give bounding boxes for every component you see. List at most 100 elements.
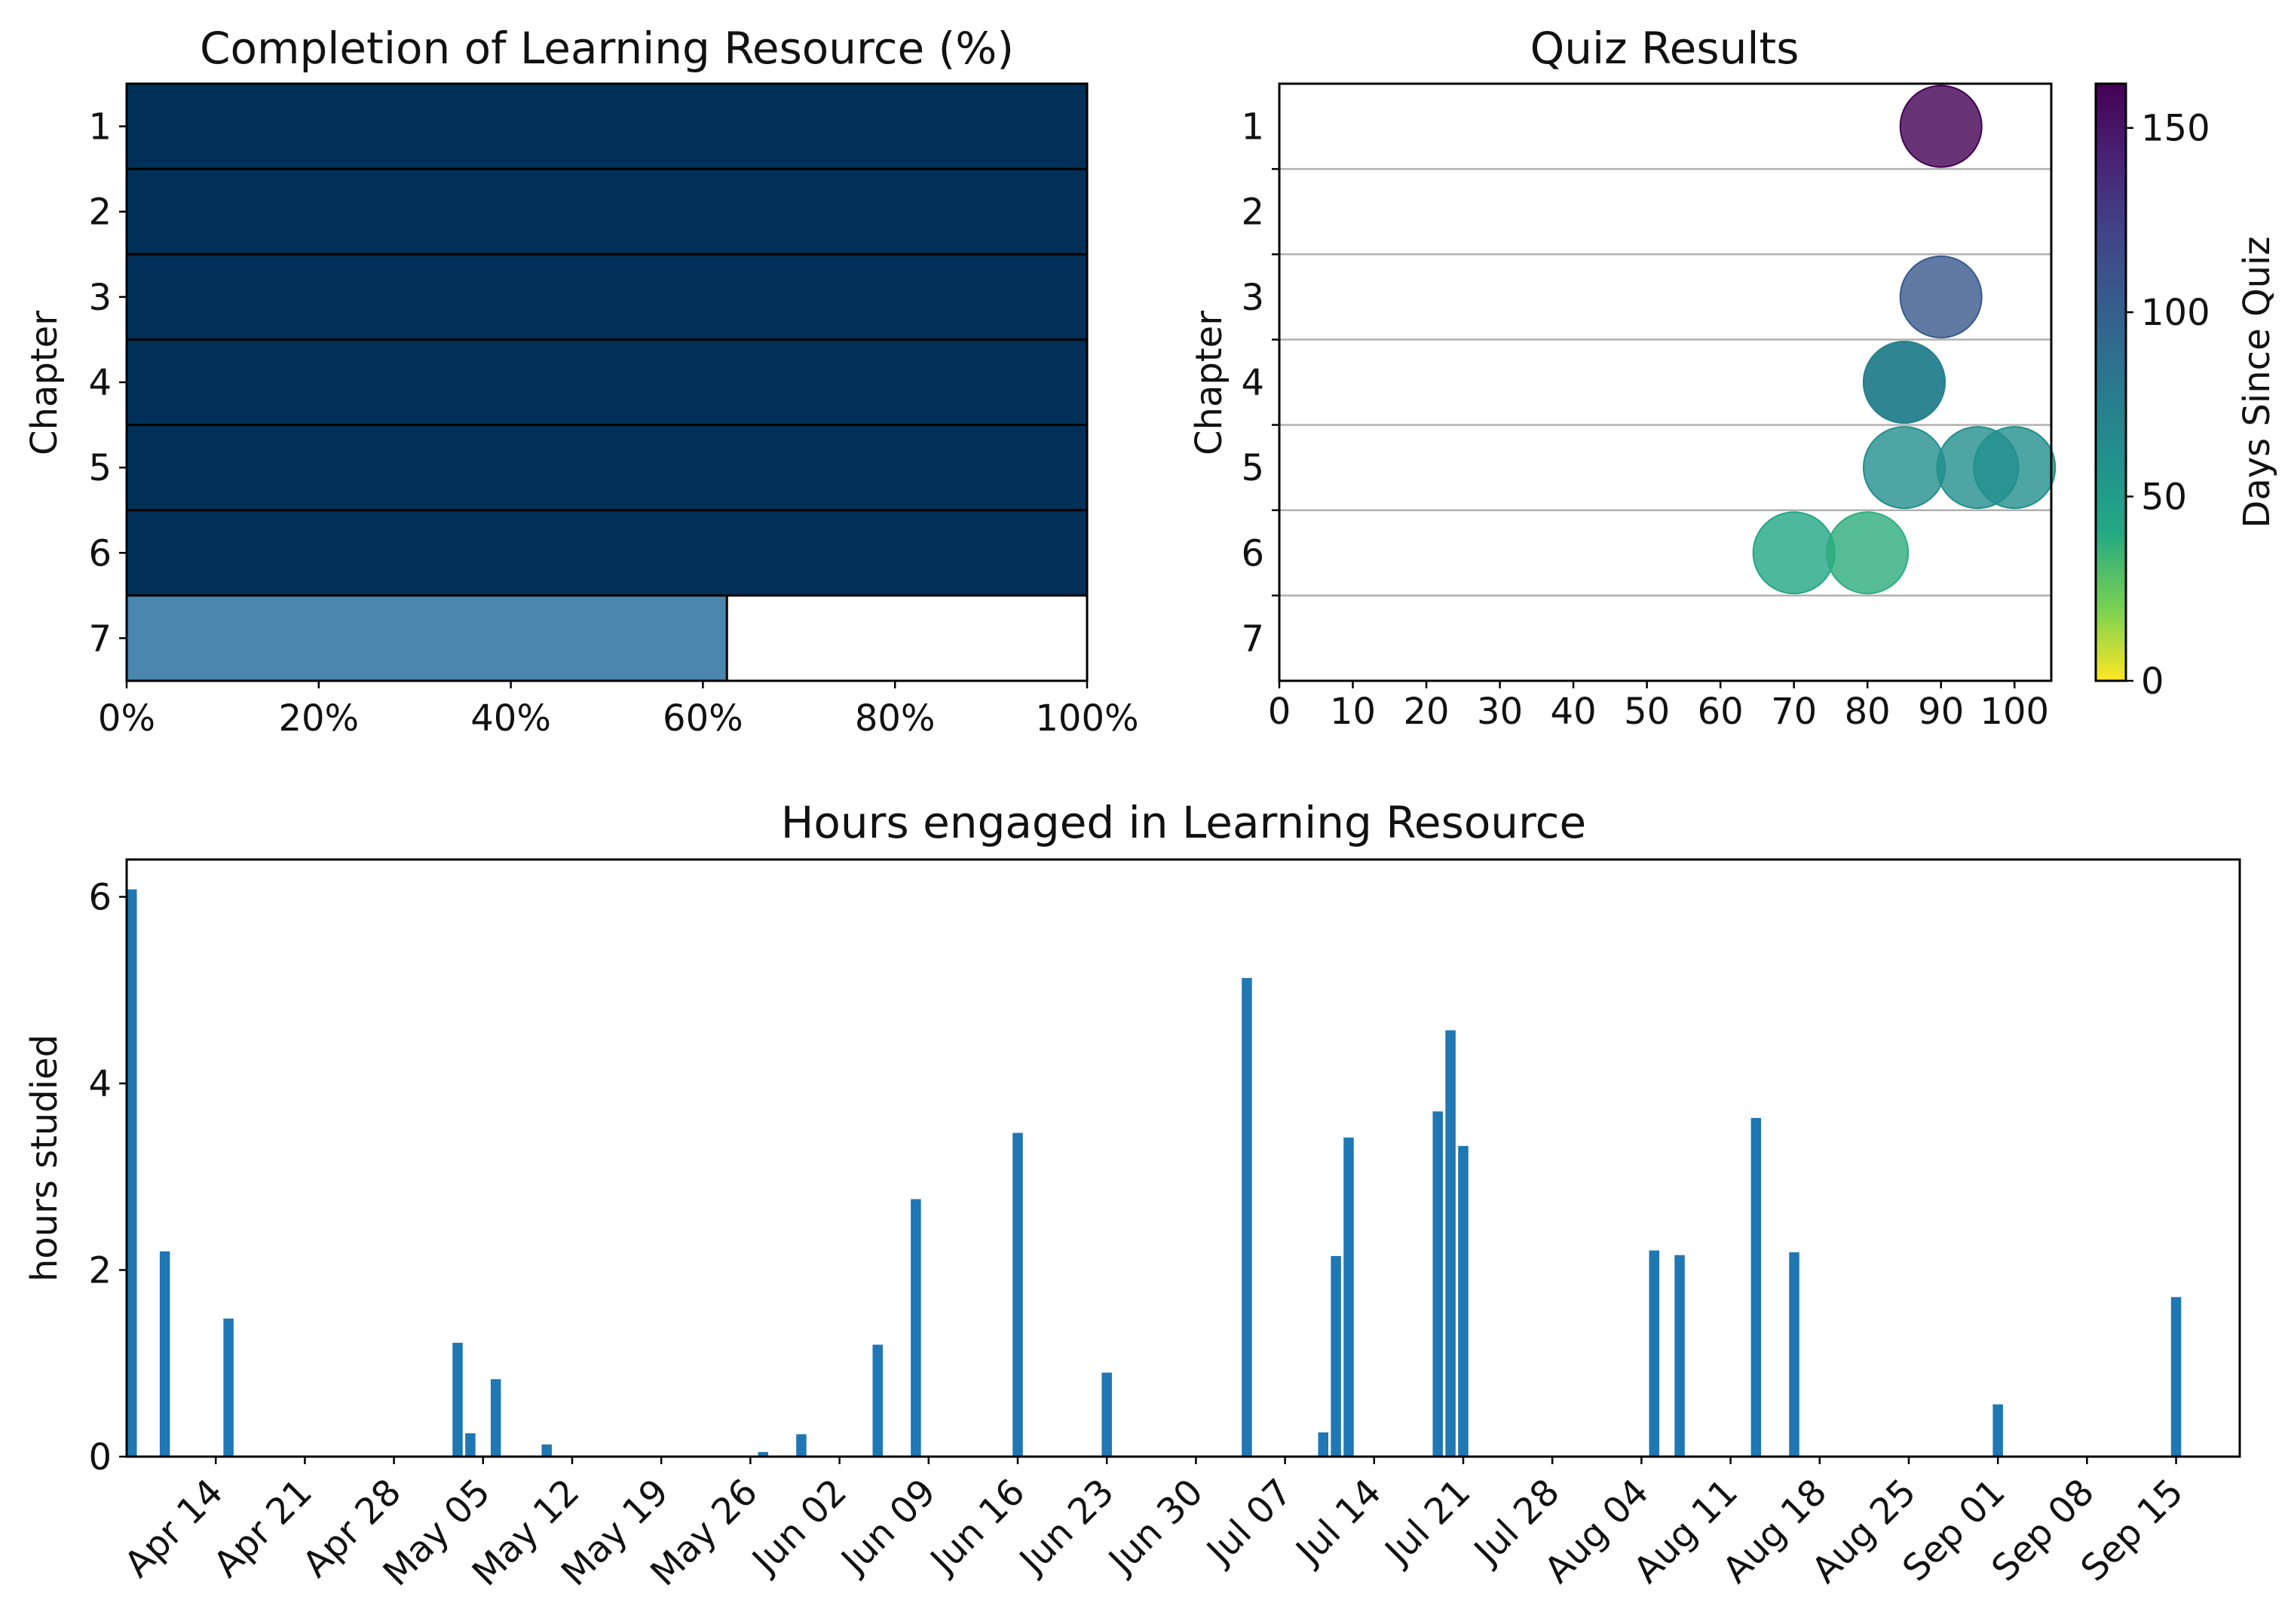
chapter-tick-label: 2	[88, 192, 112, 234]
hours-bar	[1992, 1404, 2003, 1457]
score-tick-label: 80	[1845, 691, 1891, 733]
score-tick-label: 60	[1698, 691, 1744, 733]
hours-bar	[1674, 1255, 1685, 1457]
percent-tick-label: 20%	[278, 697, 359, 740]
hours-bar	[541, 1444, 552, 1457]
date-tick-label: Sep 15	[2073, 1471, 2192, 1590]
quiz-score-point	[1899, 255, 1983, 339]
score-tick-label: 40	[1551, 691, 1597, 733]
hours-bar	[452, 1343, 463, 1457]
chapter-tick-label: 1	[88, 106, 112, 149]
completion-chart-title: Completion of Learning Resource (%)	[200, 23, 1014, 74]
chapter-tick-label: 6	[1241, 532, 1264, 575]
quiz-score-point	[1862, 426, 1946, 510]
quiz-score-point	[1973, 426, 2057, 510]
date-tick-label: Jun 30	[1099, 1471, 1211, 1583]
colorbar	[2094, 82, 2127, 682]
completion-bar	[125, 338, 1089, 427]
hours-bar	[1331, 1255, 1341, 1457]
hours-tick-label: 6	[88, 877, 112, 919]
hours-bar	[127, 889, 137, 1457]
hours-bar	[872, 1344, 884, 1457]
quiz-score-point	[1826, 511, 1910, 595]
hours-bar	[1101, 1372, 1112, 1457]
hours-bar	[159, 1251, 170, 1457]
quiz-score-point	[1752, 511, 1836, 595]
chapter-tick-label: 6	[88, 532, 112, 575]
hours-bar	[1458, 1145, 1469, 1457]
quiz-plot-frame	[1278, 82, 2053, 682]
date-tick-label: Jun 23	[1010, 1471, 1123, 1583]
completion-bar	[125, 424, 1089, 512]
colorbar-label: Days Since Quiz	[2236, 236, 2278, 528]
score-tick-label: 100	[1980, 691, 2049, 733]
chapter-tick-label: 5	[88, 447, 112, 489]
hours-bar	[223, 1318, 234, 1457]
completion-bar	[125, 509, 1089, 597]
chapter-tick-label: 2	[1241, 192, 1264, 234]
hours-bar	[1242, 978, 1252, 1457]
completion-y-axis-label: Chapter	[23, 311, 66, 455]
hours-bar	[1649, 1250, 1660, 1457]
date-tick-label: Jun 16	[921, 1471, 1034, 1583]
date-tick-label: Jul 07	[1197, 1471, 1300, 1574]
score-tick-label: 30	[1477, 691, 1523, 733]
quiz-score-point	[1899, 84, 1983, 168]
score-tick-label: 0	[1268, 691, 1291, 733]
hours-bar	[1343, 1137, 1354, 1457]
percent-tick-label: 80%	[855, 697, 936, 740]
colorbar-tick-label: 100	[2141, 292, 2210, 334]
date-tick-label: Jul 14	[1287, 1471, 1390, 1574]
chapter-tick-label: 7	[1241, 617, 1264, 660]
completion-bar	[125, 167, 1089, 256]
completion-bar	[125, 253, 1089, 341]
chapter-tick-label: 5	[1241, 447, 1264, 489]
hours-chart-title: Hours engaged in Learning Resource	[781, 797, 1586, 848]
date-tick-label: Jun 09	[832, 1471, 945, 1583]
chapter-tick-label: 4	[88, 362, 112, 404]
colorbar-tick-label: 150	[2141, 108, 2210, 150]
date-tick-label: Apr 21	[206, 1471, 320, 1586]
date-tick-label: Jun 02	[743, 1471, 855, 1583]
hours-bar	[490, 1379, 501, 1457]
hours-bar	[1750, 1117, 1762, 1457]
quiz-score-point	[1862, 341, 1946, 424]
hours-engaged-chart: Hours engaged in Learning Resource hours…	[23, 797, 2241, 1595]
hours-bar	[1789, 1252, 1799, 1457]
score-tick-label: 70	[1771, 691, 1817, 733]
hours-plot-frame	[125, 858, 2241, 1458]
hours-bar	[1012, 1132, 1023, 1457]
hours-tick-label: 4	[88, 1063, 112, 1105]
quiz-y-axis-label: Chapter	[1188, 311, 1230, 455]
hours-y-axis-label: hours studied	[23, 1034, 66, 1282]
percent-tick-label: 60%	[663, 697, 743, 740]
chapter-tick-label: 3	[1241, 277, 1264, 319]
date-tick-label: Apr 14	[116, 1471, 231, 1586]
date-tick-label: Jul 21	[1376, 1471, 1479, 1574]
hours-bar	[1445, 1030, 1456, 1457]
percent-tick-label: 40%	[470, 697, 551, 740]
hours-tick-label: 2	[88, 1250, 112, 1292]
hours-bar	[1432, 1111, 1443, 1457]
score-tick-label: 50	[1624, 691, 1670, 733]
score-tick-label: 20	[1404, 691, 1450, 733]
chapter-tick-label: 4	[1241, 362, 1264, 404]
hours-bar	[758, 1451, 769, 1457]
score-tick-label: 90	[1918, 691, 1964, 733]
colorbar-tick-label: 0	[2141, 660, 2164, 703]
completion-chart: Completion of Learning Resource (%) Chap…	[23, 23, 1139, 740]
score-tick-label: 10	[1330, 691, 1376, 733]
hours-tick-label: 0	[88, 1436, 112, 1478]
chapter-tick-label: 7	[88, 617, 112, 660]
hours-bar	[1318, 1432, 1328, 1457]
hours-bar	[911, 1199, 921, 1457]
percent-tick-label: 100%	[1035, 697, 1138, 740]
quiz-chart-title: Quiz Results	[1530, 23, 1799, 74]
hours-bar	[796, 1434, 807, 1457]
colorbar-tick-label: 50	[2141, 476, 2187, 519]
hours-bar	[465, 1433, 476, 1457]
completion-bar	[125, 594, 728, 682]
chapter-tick-label: 1	[1241, 106, 1264, 149]
